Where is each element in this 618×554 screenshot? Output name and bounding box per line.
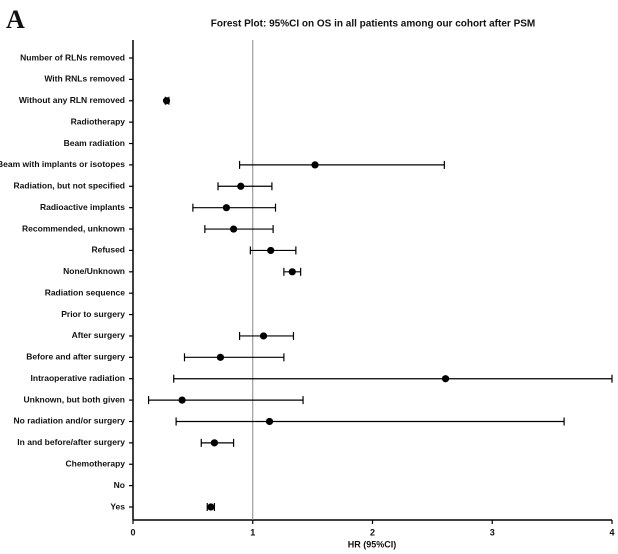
category-label: After surgery <box>72 330 126 340</box>
category-label: Chemotherapy <box>65 458 125 468</box>
hr-point <box>222 204 231 212</box>
hr-point <box>441 375 450 383</box>
hr-point <box>311 161 319 169</box>
category-label: Beam radiation <box>64 138 125 148</box>
category-label: No <box>114 480 125 490</box>
x-tick-label: 4 <box>609 527 614 537</box>
hr-point <box>229 225 238 233</box>
chart-title: Forest Plot: 95%CI on OS in all patients… <box>211 19 535 30</box>
hr-point <box>265 417 274 426</box>
category-label: Radiation, but not specified <box>14 181 125 191</box>
category-label: Beam with implants or isotopes <box>0 159 125 169</box>
x-tick-label: 2 <box>370 527 375 537</box>
category-label: Before and after surgery <box>26 352 125 362</box>
hr-point <box>178 396 186 404</box>
category-label: Radiation sequence <box>45 287 126 297</box>
x-tick-label: 1 <box>250 527 255 537</box>
hr-point <box>288 268 296 276</box>
category-label: With RNLs removed <box>44 74 125 84</box>
category-label: Intraoperative radiation <box>31 373 125 383</box>
hr-point <box>267 246 275 255</box>
category-label: In and before/after surgery <box>17 437 125 447</box>
hr-point <box>162 97 171 105</box>
hr-point <box>259 332 268 340</box>
hr-point <box>210 439 219 447</box>
hr-point <box>237 182 245 190</box>
category-label: Radioactive implants <box>40 202 125 212</box>
hr-point <box>216 353 225 361</box>
category-label: Refused <box>91 245 125 255</box>
hr-point <box>207 503 215 511</box>
x-tick-label: 0 <box>130 527 135 537</box>
category-label: None/Unknown <box>63 266 125 276</box>
panel-label: A <box>6 5 25 34</box>
category-label: Number of RLNs removed <box>20 52 125 62</box>
category-label: Radiotherapy <box>71 116 126 126</box>
category-label: Recommended, unknown <box>22 223 125 233</box>
x-tick-label: 3 <box>490 527 495 537</box>
category-label: Without any RLN removed <box>19 95 125 105</box>
category-label: Yes <box>110 501 125 511</box>
category-label: Unknown, but both given <box>23 394 125 404</box>
category-label: Prior to surgery <box>61 309 125 319</box>
x-axis-label: HR (95%CI) <box>348 539 397 549</box>
category-label: No radiation and/or surgery <box>14 416 126 426</box>
